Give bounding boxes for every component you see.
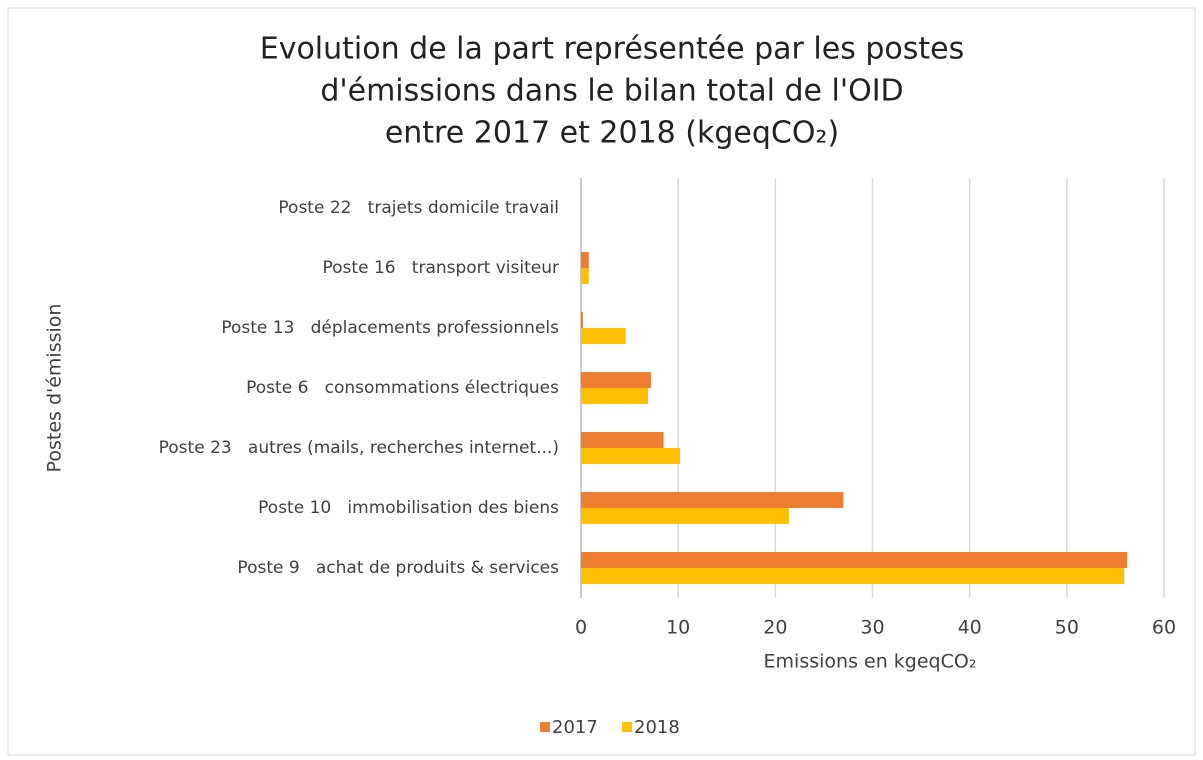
y-tick-label: Poste 9 achat de produits & services	[237, 558, 559, 578]
bar	[581, 432, 664, 448]
legend-swatch	[540, 722, 550, 732]
legend-label: 2017	[552, 717, 598, 738]
bar	[581, 568, 1125, 584]
y-axis-label: Postes d'émission	[44, 304, 66, 473]
bar	[581, 312, 583, 328]
y-tick-label: Poste 10 immobilisation des biens	[258, 498, 559, 518]
bar	[581, 552, 1128, 568]
chart-title: Evolution de la part représentée par les…	[260, 32, 965, 67]
x-tick-label: 30	[860, 617, 884, 639]
bar	[581, 328, 626, 344]
x-tick-label: 60	[1152, 617, 1176, 639]
bar	[581, 508, 789, 524]
y-tick-label: Poste 13 déplacements professionnels	[221, 318, 559, 338]
chart-title: d'émissions dans le bilan total de l'OID	[320, 74, 903, 109]
bar	[581, 268, 589, 284]
x-tick-label: 0	[575, 617, 587, 639]
x-tick-label: 20	[763, 617, 787, 639]
legend-label: 2018	[634, 717, 680, 738]
bar	[581, 492, 844, 508]
chart-title: entre 2017 et 2018 (kgeqCO₂)	[385, 116, 839, 151]
x-tick-label: 40	[958, 617, 982, 639]
bar	[581, 448, 681, 464]
x-axis-label: Emissions en kgeqCO₂	[764, 651, 977, 673]
legend-swatch	[622, 722, 632, 732]
bar	[581, 388, 649, 404]
y-tick-label: Poste 23 autres (mails, recherches inter…	[159, 438, 559, 458]
x-tick-label: 50	[1055, 617, 1079, 639]
x-tick-label: 10	[666, 617, 690, 639]
bar	[581, 252, 589, 268]
bar	[581, 372, 651, 388]
y-tick-label: Poste 16 transport visiteur	[323, 258, 559, 278]
y-tick-label: Poste 6 consommations électriques	[246, 378, 559, 398]
y-tick-label: Poste 22 trajets domicile travail	[278, 198, 559, 218]
